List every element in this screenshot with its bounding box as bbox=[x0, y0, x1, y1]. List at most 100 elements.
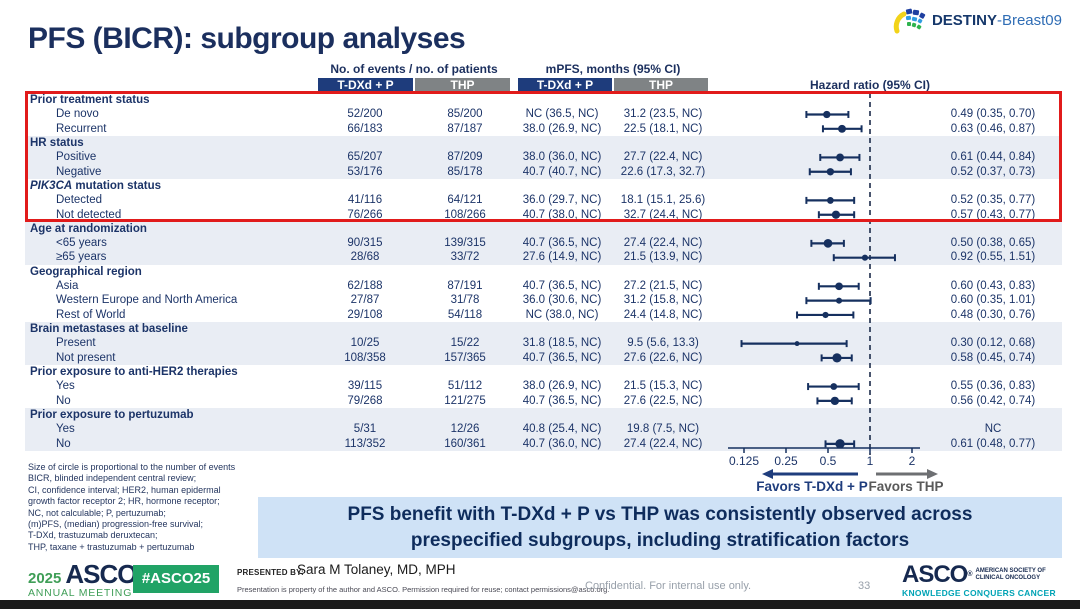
hazard-ratio-value: 0.52 (0.37, 0.73) bbox=[950, 165, 1036, 178]
axis-tick-label: 1 bbox=[866, 454, 874, 468]
events-thp-value: 108/266 bbox=[444, 208, 486, 221]
hazard-ratio-value: 0.48 (0.30, 0.76) bbox=[950, 308, 1036, 321]
table-section: Geographical region Asia 62/188 87/191 40.7 … bbox=[25, 265, 1062, 322]
asco-logo-text: ASCO® bbox=[902, 561, 973, 588]
asco-sub2: CLINICAL ONCOLOGY bbox=[975, 575, 1041, 581]
mpfs-thp-value: 24.4 (14.8, NC) bbox=[623, 308, 703, 321]
subgroup-label: Yes bbox=[56, 423, 75, 436]
events-tdxd-value: 76/266 bbox=[347, 208, 383, 221]
favors-left-label: Favors T-DXd + P bbox=[756, 479, 868, 494]
events-group-header: No. of events / no. of patients bbox=[330, 62, 498, 76]
events-thp-value: 31/78 bbox=[450, 294, 480, 307]
section-header-row: Prior exposure to anti-HER2 therapies bbox=[25, 365, 1062, 379]
events-tdxd-value: 108/358 bbox=[344, 351, 386, 364]
events-thp-value: 85/200 bbox=[447, 108, 483, 121]
footnote-line: (m)PFS, (median) progression-free surviv… bbox=[28, 519, 204, 530]
subgroup-label: Yes bbox=[56, 380, 75, 393]
footnote-line: growth factor receptor 2; HR, hormone re… bbox=[28, 496, 220, 507]
section-header-row: Geographical region bbox=[25, 265, 1062, 279]
footnote-line: CI, confidence interval; HER2, human epi… bbox=[28, 484, 221, 495]
mpfs-thp-value: 27.7 (22.4, NC) bbox=[623, 151, 703, 164]
mpfs-tdxd-value: NC (36.5, NC) bbox=[525, 108, 599, 121]
section-label: Prior exposure to anti-HER2 therapies bbox=[30, 365, 238, 378]
events-tdxd-value: 65/207 bbox=[347, 151, 383, 164]
asco-logo-society-lines: AMERICAN SOCIETY OF CLINICAL ONCOLOGY bbox=[976, 568, 1046, 582]
events-tdxd-value: 39/115 bbox=[347, 380, 383, 393]
section-label: HR status bbox=[30, 136, 84, 149]
meeting-name: ASCO bbox=[65, 559, 137, 589]
footnote-line: BICR, blinded independent central review… bbox=[28, 473, 197, 484]
mpfs-tdxd-value: 27.6 (14.9, NC) bbox=[522, 251, 602, 264]
destiny-logo-icon bbox=[893, 8, 926, 34]
table-section: Brain metastases at baseline Present 10/25… bbox=[25, 322, 1062, 365]
hazard-ratio-value: NC bbox=[984, 423, 1002, 436]
events-tdxd-value: 90/315 bbox=[347, 237, 383, 250]
mpfs-thp-value: 32.7 (24.4, NC) bbox=[623, 208, 703, 221]
table-row: Yes 5/31 12/26 40.8 (25.4, NC) 19.8 (7.5, NC… bbox=[25, 422, 1062, 436]
mpfs-tdxd-value: 38.0 (36.0, NC) bbox=[522, 151, 602, 164]
table-row: De novo 52/200 85/200 NC (36.5, NC) 31.2 (23… bbox=[25, 107, 1062, 121]
mpfs-tdxd-value: 36.0 (30.6, NC) bbox=[522, 294, 602, 307]
mpfs-thp-value: 21.5 (15.3, NC) bbox=[623, 380, 703, 393]
section-header-row: Prior exposure to pertuzumab bbox=[25, 408, 1062, 422]
section-label: Prior treatment status bbox=[30, 94, 150, 106]
section-label: Age at randomization bbox=[30, 222, 147, 235]
permission-text: Presentation is property of the author a… bbox=[237, 585, 610, 594]
table-section: Prior exposure to anti-HER2 therapies Yes… bbox=[25, 365, 1062, 408]
table-row: Present 10/25 15/22 31.8 (18.5, NC) 9.5 (5.6… bbox=[25, 336, 1062, 350]
subgroup-label: Rest of World bbox=[56, 308, 126, 321]
mpfs-tdxd-value: 40.7 (36.5, NC) bbox=[522, 237, 602, 250]
col-header-mpfs-thp: THP bbox=[614, 78, 708, 93]
meeting-subtitle: ANNUAL MEETING bbox=[28, 587, 133, 599]
table-section: PIK3CA mutation status Detected 41/116 64/1… bbox=[25, 179, 1062, 222]
hazard-ratio-value: 0.55 (0.36, 0.83) bbox=[950, 380, 1036, 393]
asco-tagline: KNOWLEDGE CONQUERS CANCER bbox=[902, 588, 1056, 598]
table-row: No 79/268 121/275 40.7 (36.5, NC) 27.6 (22.5… bbox=[25, 394, 1062, 408]
events-thp-value: 54/118 bbox=[447, 308, 483, 321]
table-row: Negative 53/176 85/178 40.7 (40.7, NC) 22.6 … bbox=[25, 165, 1062, 179]
asco-annual-meeting-logo: 2025 ASCO ANNUAL MEETING bbox=[28, 559, 138, 599]
mpfs-thp-value: 22.6 (17.3, 32.7) bbox=[620, 165, 706, 178]
axis-tick-label: 0.5 bbox=[819, 454, 837, 468]
table-section: Prior treatment status De novo 52/200 85/20… bbox=[25, 93, 1062, 136]
mpfs-tdxd-value: 36.0 (29.7, NC) bbox=[522, 194, 602, 207]
events-thp-value: 121/275 bbox=[444, 394, 486, 407]
mpfs-tdxd-value: 40.7 (36.5, NC) bbox=[522, 394, 602, 407]
events-thp-value: 12/26 bbox=[450, 423, 480, 436]
events-thp-value: 15/22 bbox=[450, 337, 480, 350]
events-thp-value: 87/209 bbox=[447, 151, 483, 164]
subgroup-label: Not present bbox=[56, 351, 116, 364]
events-tdxd-value: 27/87 bbox=[350, 294, 380, 307]
subgroup-table: Prior treatment status De novo 52/200 85/20… bbox=[25, 93, 1062, 451]
section-header-row: Prior treatment status bbox=[25, 93, 1062, 107]
footnote-line: NC, not calculable; P, pertuzumab; bbox=[28, 507, 166, 518]
events-tdxd-value: 53/176 bbox=[347, 165, 383, 178]
footnote-line: T-DXd, trastuzumab deruxtecan; bbox=[28, 530, 158, 541]
table-row: Western Europe and North America 27/87 31/… bbox=[25, 293, 1062, 307]
events-tdxd-value: 28/68 bbox=[350, 251, 380, 264]
table-row: Yes 39/115 51/112 38.0 (26.9, NC) 21.5 (15.3… bbox=[25, 379, 1062, 393]
hazard-ratio-header: Hazard ratio (95% CI) bbox=[809, 78, 931, 92]
favors-left-arrowhead bbox=[762, 469, 773, 479]
events-tdxd-value: 79/268 bbox=[347, 394, 383, 407]
mpfs-thp-value: 27.6 (22.5, NC) bbox=[623, 394, 703, 407]
hazard-ratio-value: 0.61 (0.44, 0.84) bbox=[950, 151, 1036, 164]
mpfs-thp-value: 18.1 (15.1, 25.6) bbox=[620, 194, 706, 207]
mpfs-group-header: mPFS, months (95% CI) bbox=[545, 62, 681, 76]
asco-society-logo: ASCO® AMERICAN SOCIETY OF CLINICAL ONCOL… bbox=[902, 561, 1056, 599]
page-title: PFS (BICR): subgroup analyses bbox=[28, 22, 466, 55]
logo-text-regular: -Breast09 bbox=[996, 12, 1062, 29]
favors-right-label: Favors THP bbox=[868, 479, 944, 494]
subgroup-label: ≥65 years bbox=[56, 251, 107, 264]
mpfs-tdxd-value: 38.0 (26.9, NC) bbox=[522, 122, 602, 135]
events-thp-value: 160/361 bbox=[444, 437, 486, 450]
hazard-ratio-value: 0.57 (0.43, 0.77) bbox=[950, 208, 1036, 221]
logo-text-bold: DESTINY bbox=[931, 12, 997, 29]
mpfs-tdxd-value: NC (38.0, NC) bbox=[525, 308, 599, 321]
subgroup-label: Detected bbox=[56, 194, 103, 207]
destiny-breast09-logo: DESTINY-Breast09 bbox=[892, 8, 1062, 34]
hazard-ratio-value: 0.92 (0.55, 1.51) bbox=[950, 251, 1036, 264]
subgroup-label: No bbox=[56, 437, 71, 450]
asco-sub1: AMERICAN SOCIETY OF bbox=[975, 568, 1046, 574]
table-row: Rest of World 29/108 54/118 NC (38.0, NC) 24… bbox=[25, 308, 1062, 322]
